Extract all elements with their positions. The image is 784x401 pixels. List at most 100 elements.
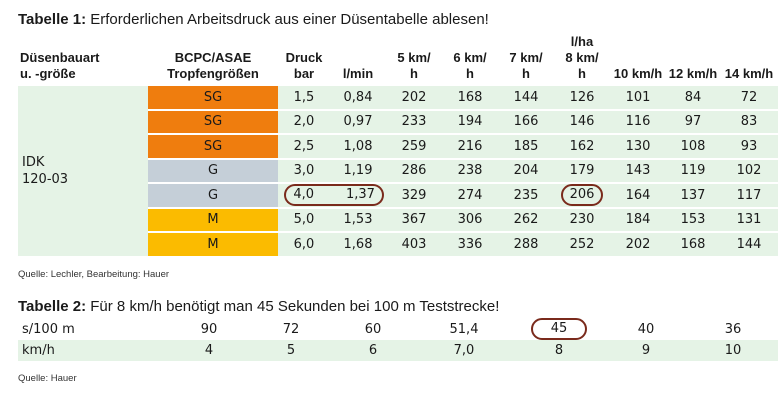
- rate-cell: 164: [610, 182, 666, 208]
- flow-cell: 1,53: [330, 206, 386, 232]
- rate-cell: 137: [666, 182, 720, 208]
- rate-cell: 238: [442, 157, 498, 183]
- rate-cell: 336: [442, 231, 498, 256]
- table-cell: 5: [286, 343, 296, 358]
- table-cell: 72: [282, 321, 300, 337]
- rate-cell: 84: [684, 89, 702, 105]
- rate-cell: 286: [386, 157, 442, 183]
- rate-cell: 194: [442, 108, 498, 134]
- rate-cell: 102: [720, 157, 778, 183]
- table-cell-highlighted: 45: [514, 318, 604, 340]
- rate-cell: 144: [513, 89, 539, 105]
- rate-cell: 306: [442, 206, 498, 232]
- table-cell: 40: [637, 321, 655, 337]
- flow-cell: 1,08: [330, 133, 386, 159]
- rate-cell: 101: [625, 89, 651, 105]
- highlight-ring: 4,0: [284, 184, 330, 207]
- rate-cell: 274: [442, 182, 498, 208]
- rate-cell: 168: [666, 231, 720, 256]
- rate-cell: 72: [740, 89, 758, 105]
- droplet-size-cell: G: [148, 182, 278, 208]
- header-lha: l/ha: [570, 34, 594, 49]
- rate-cell: 329: [386, 182, 442, 208]
- rate-cell: 168: [457, 89, 483, 105]
- table2-title: Tabelle 2: Für 8 km/h benötigt man 45 Se…: [18, 298, 500, 315]
- header-bcpc: BCPC/ASAE Tropfengrößen: [167, 50, 259, 81]
- rate-cell: 144: [720, 231, 778, 256]
- table-cell: 36: [724, 321, 742, 337]
- droplet-size-cell: M: [148, 206, 278, 232]
- rate-cell: 117: [720, 182, 778, 208]
- pressure-cell: 5,0: [278, 206, 330, 232]
- rate-cell: 153: [666, 206, 720, 232]
- rate-cell: 262: [498, 206, 554, 232]
- rate-cell: 185: [498, 133, 554, 159]
- highlight-ring: 1,37: [330, 184, 384, 207]
- row-label: km/h: [22, 343, 55, 358]
- table-cell: 10: [724, 343, 742, 358]
- flow-cell: 1,37: [330, 182, 386, 208]
- row-label: s/100 m: [22, 321, 75, 337]
- rate-cell: 367: [386, 206, 442, 232]
- rate-cell: 202: [610, 231, 666, 256]
- table-row: G 4,0 1,37 329 274 235 206 164 137 117: [18, 182, 778, 208]
- rate-cell: 116: [610, 108, 666, 134]
- table-cell: 51,4: [449, 321, 479, 337]
- table-cell: 7,0: [453, 343, 475, 358]
- rate-cell: 162: [554, 133, 610, 159]
- rate-cell: 126: [569, 89, 595, 105]
- table2-source: Quelle: Hauer: [18, 373, 77, 384]
- seconds-row: s/100 m 90 72 60 51,4 45 40 36: [18, 318, 778, 340]
- rate-cell: 259: [386, 133, 442, 159]
- header-8kmh: l/ha 8 km/h: [565, 34, 599, 81]
- pressure-cell: 6,0: [278, 231, 330, 256]
- rate-cell: 131: [720, 206, 778, 232]
- highlight-ring: 206: [560, 184, 604, 207]
- table1-source: Quelle: Lechler, Bearbeitung: Hauer: [18, 269, 170, 280]
- flow-cell: 1,19: [330, 157, 386, 183]
- table-row: IDK 120-03 SG 1,5 0,84 202 168 144 126 101 84 72: [18, 86, 778, 256]
- header-14kmh: 14 km/h: [724, 66, 774, 81]
- header-10kmh: 10 km/h: [613, 66, 663, 81]
- pressure-cell: 2,0: [278, 108, 330, 134]
- rate-cell: 288: [498, 231, 554, 256]
- rate-cell: 108: [666, 133, 720, 159]
- droplet-size-cell: G: [148, 157, 278, 183]
- droplet-size-cell: M: [148, 231, 278, 256]
- table1-title: Tabelle 1: Erforderlichen Arbeitsdruck a…: [18, 11, 489, 28]
- table-row: SG 2,0 0,97 233 194 166 146 116 97 83: [18, 108, 778, 134]
- rate-cell: 93: [720, 133, 778, 159]
- rate-cell: 83: [720, 108, 778, 134]
- header-druck: Druck bar: [285, 50, 323, 81]
- droplet-size-cell: SG: [148, 86, 278, 110]
- rate-cell: 202: [401, 89, 427, 105]
- pressure-cell: 3,0: [278, 157, 330, 183]
- rate-cell: 146: [554, 108, 610, 134]
- rate-cell: 143: [610, 157, 666, 183]
- header-lmin: l/min: [342, 66, 374, 81]
- nozzle-table: Düsenbauart u. -größe BCPC/ASAE Tropfengrö…: [18, 34, 778, 256]
- pressure-cell: 2,5: [278, 133, 330, 159]
- speed-table: s/100 m 90 72 60 51,4 45 40 36 km/h 4 5 …: [18, 318, 778, 361]
- table-cell: 60: [364, 321, 382, 337]
- header-nozzle: Düsenbauart u. -größe: [20, 50, 100, 81]
- rate-cell: 235: [498, 182, 554, 208]
- highlight-ring: 45: [530, 318, 588, 340]
- rate-cell: 233: [386, 108, 442, 134]
- rate-cell: 179: [554, 157, 610, 183]
- header-row: Düsenbauart u. -größe BCPC/ASAE Tropfengrö…: [18, 34, 778, 86]
- rate-cell: 252: [554, 231, 610, 256]
- rate-cell: 130: [610, 133, 666, 159]
- header-7kmh: 7 km/h: [509, 50, 543, 81]
- rate-cell: 97: [666, 108, 720, 134]
- rate-cell: 403: [386, 231, 442, 256]
- droplet-size-cell: SG: [148, 133, 278, 159]
- rate-cell: 119: [666, 157, 720, 183]
- header-5kmh: 5 km/h: [397, 50, 431, 81]
- flow-cell: 0,97: [330, 108, 386, 134]
- pressure-cell: 1,5: [293, 89, 315, 105]
- rate-cell: 184: [610, 206, 666, 232]
- rate-cell: 216: [442, 133, 498, 159]
- table-cell: 4: [204, 343, 214, 358]
- speed-row: km/h 4 5 6 7,0 8 9 10: [18, 340, 778, 361]
